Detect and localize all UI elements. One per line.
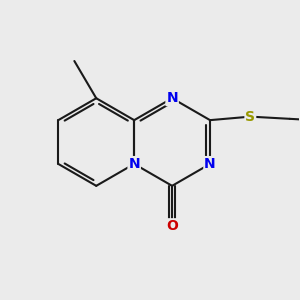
Text: N: N <box>128 157 140 171</box>
Text: N: N <box>204 157 216 171</box>
Text: N: N <box>166 91 178 105</box>
Text: S: S <box>245 110 255 124</box>
Text: O: O <box>166 219 178 233</box>
